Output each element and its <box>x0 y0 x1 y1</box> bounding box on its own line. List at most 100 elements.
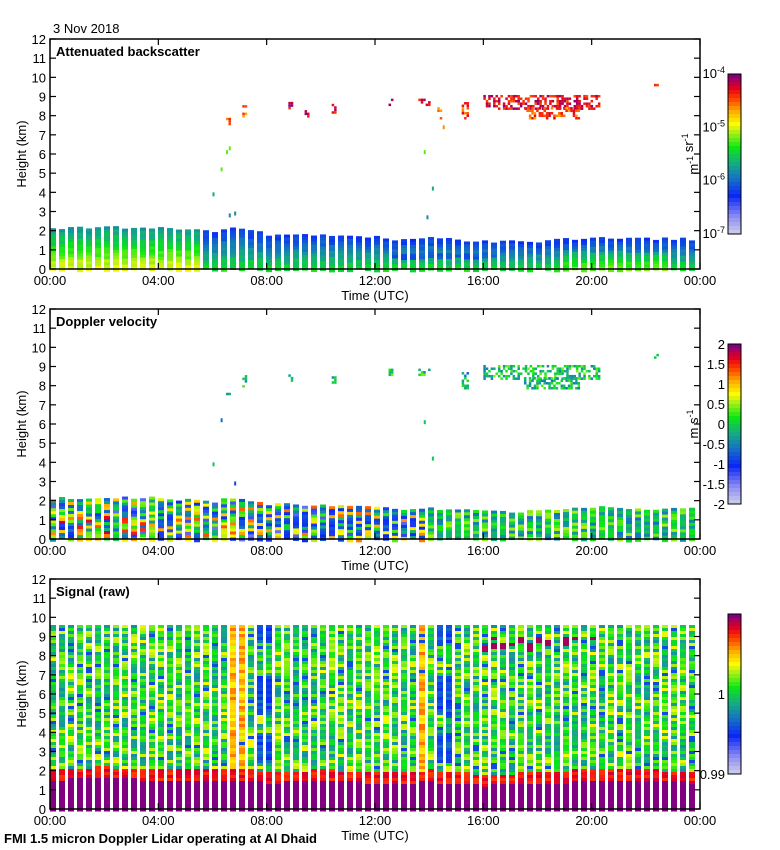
heatmap-cell <box>302 790 308 794</box>
colorbar-segment <box>728 110 741 115</box>
heatmap-cell <box>356 733 362 737</box>
heatmap-cell <box>617 253 623 258</box>
heatmap-cell <box>140 793 146 797</box>
heatmap-cell <box>86 640 92 644</box>
heatmap-cell <box>122 508 128 513</box>
heatmap-cell <box>50 526 56 530</box>
heatmap-cell <box>113 625 119 629</box>
heatmap-cell <box>203 709 209 713</box>
heatmap-cell <box>284 234 290 239</box>
heatmap-cell <box>392 667 398 671</box>
heatmap-cell <box>257 754 263 758</box>
heatmap-cell <box>293 709 299 713</box>
heatmap-cell <box>50 739 56 743</box>
heatmap-cell <box>131 646 137 650</box>
heatmap-cell <box>239 667 245 671</box>
cloud-cell <box>244 105 248 108</box>
heatmap-cell <box>50 766 56 770</box>
heatmap-cell <box>50 249 56 253</box>
heatmap-cell <box>374 721 380 725</box>
heatmap-cell <box>194 679 200 683</box>
heatmap-cell <box>77 265 83 270</box>
cloud-cell <box>583 94 586 98</box>
cloud-cell <box>578 374 581 378</box>
heatmap-cell <box>167 523 173 527</box>
heatmap-cell <box>356 254 362 258</box>
heatmap-cell <box>122 655 128 659</box>
heatmap-cell <box>401 760 407 764</box>
heatmap-cell <box>50 646 56 650</box>
heatmap-cell <box>257 519 263 524</box>
heatmap-cell <box>176 670 182 674</box>
cloud-cell <box>580 364 584 368</box>
heatmap-cell <box>266 658 272 662</box>
heatmap-cell <box>401 628 407 632</box>
panel-title: Doppler velocity <box>56 314 158 329</box>
cloud-cell <box>507 102 511 105</box>
heatmap-cell <box>320 682 326 686</box>
heatmap-cell <box>257 712 263 716</box>
heatmap-cell <box>374 793 380 797</box>
heatmap-cell <box>293 655 299 659</box>
heatmap-cell <box>212 802 218 806</box>
heatmap-cell <box>50 631 56 635</box>
heatmap-cell <box>176 787 182 791</box>
heatmap-cell <box>113 250 119 254</box>
heatmap-cell <box>104 528 110 532</box>
y-tick-label: 9 <box>39 360 46 375</box>
heatmap-cell <box>104 733 110 737</box>
heatmap-cell <box>95 227 101 231</box>
heatmap-cell <box>239 796 245 800</box>
heatmap-cell <box>401 530 407 535</box>
heatmap-cell <box>212 718 218 722</box>
colorbar-segment <box>728 118 741 123</box>
heatmap-cell <box>680 514 686 518</box>
colorbar: -2-1.5-1-0.500.511.52m s-1 <box>685 337 742 512</box>
heatmap-cell <box>266 709 272 713</box>
heatmap-cell <box>329 265 335 270</box>
heatmap-cell <box>122 243 128 248</box>
heatmap-cell <box>95 727 101 731</box>
heatmap-cell <box>50 688 56 692</box>
cloud-cell <box>575 107 579 110</box>
heatmap-cell <box>149 748 155 752</box>
heatmap-cell <box>86 228 92 232</box>
heatmap-cell <box>158 649 164 653</box>
cloud-cell <box>539 102 542 105</box>
heatmap-cell <box>392 748 398 752</box>
heatmap-cell <box>140 682 146 686</box>
cloud-cell <box>595 377 598 380</box>
heatmap-cell <box>59 709 65 713</box>
heatmap-cell <box>293 781 299 785</box>
heatmap-cell <box>401 745 407 749</box>
heatmap-cell <box>266 679 272 683</box>
heatmap-cell <box>374 694 380 698</box>
heatmap-cell <box>95 528 101 532</box>
heatmap-cell <box>311 262 317 267</box>
cloud-cell <box>334 108 337 112</box>
cloud-cell <box>485 367 489 370</box>
heatmap-cell <box>329 748 335 752</box>
heatmap-cell <box>212 523 218 528</box>
heatmap-cell <box>680 255 686 260</box>
heatmap-cell <box>392 538 398 543</box>
cloud-cell <box>567 379 571 383</box>
heatmap-cell <box>176 658 182 662</box>
heatmap-cell <box>95 646 101 650</box>
heatmap-cell <box>86 255 92 259</box>
heatmap-cell <box>194 730 200 734</box>
heatmap-cell <box>95 507 101 511</box>
heatmap-cell <box>410 670 416 674</box>
heatmap-cell <box>239 528 245 533</box>
heatmap-cell <box>392 258 398 262</box>
colorbar-segment <box>728 226 741 231</box>
cloud-cell <box>575 117 578 120</box>
heatmap-cell <box>113 727 119 731</box>
heatmap-cell <box>248 676 254 680</box>
heatmap-cell <box>338 241 344 246</box>
cloud-cell <box>577 107 581 110</box>
colorbar-segment <box>728 174 741 179</box>
heatmap-cell <box>230 257 236 261</box>
heatmap-cell <box>392 805 398 809</box>
heatmap-cell <box>131 498 137 503</box>
